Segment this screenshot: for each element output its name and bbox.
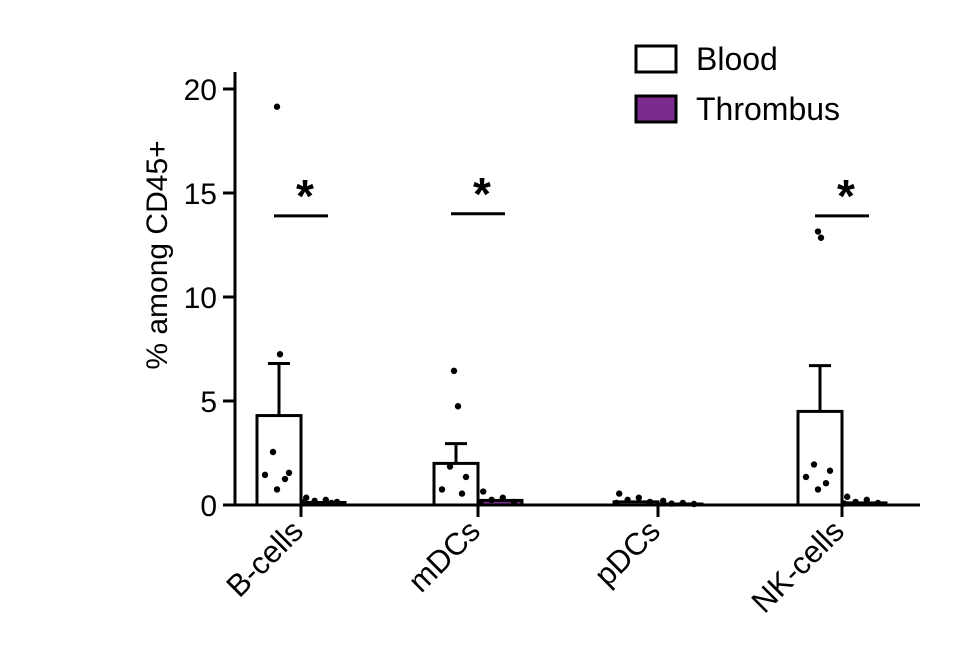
data-point — [616, 490, 623, 497]
data-point — [322, 496, 329, 504]
significance-star: * — [837, 170, 855, 222]
data-point — [276, 351, 284, 358]
data-point — [863, 496, 870, 504]
data-point — [802, 473, 810, 481]
data-point — [333, 498, 341, 506]
data-point — [477, 499, 484, 507]
plot-area: 0 5 10 15 20 B-cells mDCs pDCs NK-cells * * * — [184, 72, 920, 620]
data-point — [810, 461, 818, 468]
data-point — [273, 103, 281, 110]
data-point — [624, 496, 631, 504]
category-label: NK-cells — [745, 513, 851, 619]
data-point — [660, 497, 667, 505]
data-point — [281, 475, 289, 483]
data-point — [273, 486, 281, 493]
data-point — [438, 486, 446, 493]
data-point — [311, 497, 318, 505]
data-point — [488, 496, 495, 504]
bar-blood — [432, 461, 480, 507]
data-point — [844, 493, 851, 500]
legend-swatch-thrombus — [634, 94, 678, 124]
y-tick-label: 10 — [184, 282, 217, 315]
data-point — [510, 498, 518, 506]
legend-label: Blood — [696, 41, 778, 77]
data-point — [450, 367, 458, 375]
data-point — [826, 467, 834, 474]
data-point — [269, 448, 277, 456]
data-point — [454, 403, 462, 410]
data-point — [446, 463, 454, 470]
y-tick-label: 5 — [200, 386, 217, 419]
data-point — [690, 500, 698, 508]
data-point — [458, 490, 466, 497]
data-point — [814, 486, 822, 493]
y-axis-title: % among CD45+ — [141, 140, 174, 369]
legend-label: Thrombus — [696, 91, 840, 127]
y-tick-label: 15 — [184, 178, 217, 211]
category-label: mDCs — [401, 513, 487, 599]
y-tick-label: 0 — [200, 490, 217, 523]
y-tick-label: 20 — [184, 74, 217, 107]
data-point — [303, 494, 310, 501]
data-point — [480, 488, 487, 495]
significance-star: * — [473, 168, 491, 220]
data-point — [852, 498, 859, 506]
data-point — [646, 498, 654, 506]
data-point — [300, 499, 307, 506]
category-label: B-cells — [219, 513, 310, 604]
data-point — [679, 499, 686, 507]
data-point — [822, 480, 830, 487]
legend: Blood Thrombus — [634, 41, 840, 127]
data-point — [817, 234, 825, 241]
data-point — [328, 499, 335, 507]
data-point — [814, 228, 822, 235]
legend-swatch-blood — [634, 44, 678, 74]
data-point — [499, 494, 506, 501]
data-point — [285, 469, 293, 476]
significance-star: * — [296, 170, 314, 222]
data-point — [841, 500, 848, 507]
data-point — [462, 473, 470, 481]
data-point — [668, 500, 675, 507]
data-point — [261, 471, 269, 479]
data-point — [635, 494, 642, 501]
data-point — [874, 499, 882, 507]
category-label: pDCs — [587, 513, 667, 593]
data-point — [613, 499, 620, 507]
